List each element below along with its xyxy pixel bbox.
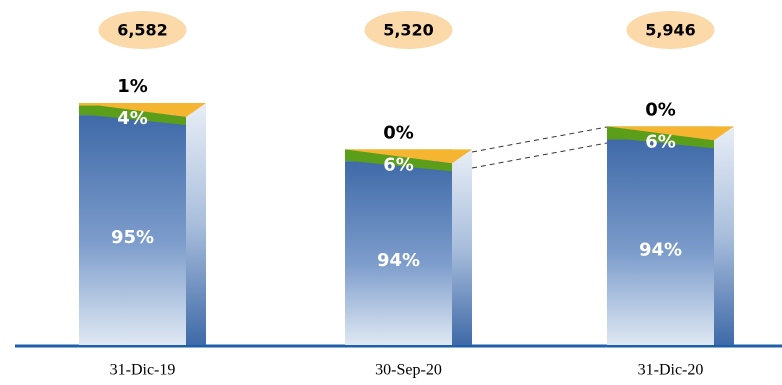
connector [471,142,608,169]
bar-side [714,126,734,345]
bar-top [607,126,734,141]
bar-segment [345,161,452,345]
data-label: 95% [111,227,154,248]
bar-side [186,103,206,345]
data-label: 0% [383,122,414,143]
total-label: 6,582 [117,21,168,40]
data-label: 4% [117,108,148,129]
total-label: 5,320 [383,21,434,40]
bar-top-edge [79,106,186,125]
data-label: 6% [645,131,676,152]
data-label: 94% [377,250,420,271]
x-tick-label: 31-Dic-20 [638,362,704,379]
x-tick-label: 31-Dic-19 [110,362,176,379]
x-tick-label: 30-Sep-20 [375,362,442,379]
bar-top-edge [345,152,452,172]
data-label: 1% [117,76,148,97]
connector [471,126,608,153]
bar-top [345,149,472,164]
data-label: 0% [645,99,676,120]
total-label: 5,946 [645,21,696,40]
bar-segment [79,105,186,116]
total-bubble [364,11,453,49]
total-bubble [98,11,187,49]
data-label: 6% [383,154,414,175]
bar-segment [79,115,186,345]
bar-top [79,103,206,117]
bar-top-edge [607,129,714,149]
bar-segment [607,139,714,345]
bar-side [452,149,472,345]
total-bubble [626,11,715,49]
data-label: 94% [639,239,682,260]
